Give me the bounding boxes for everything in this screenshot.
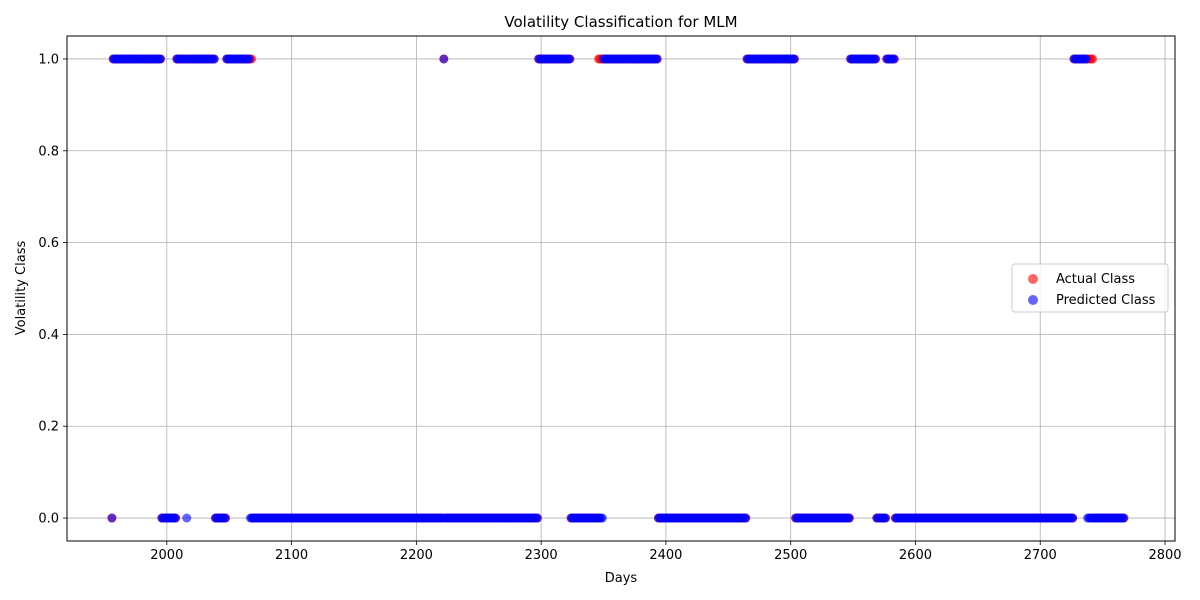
legend-label-predicted: Predicted Class	[1056, 293, 1156, 308]
axis-ticks: 2000 2100 2200 2300 2400 2500 2600 2700 2800 0.0 0…	[38, 52, 1181, 563]
predicted-class-point	[741, 513, 751, 523]
predicted-class-point	[1119, 513, 1129, 523]
x-tick-label: 2400	[649, 548, 682, 563]
y-tick-label: 0.2	[38, 420, 59, 435]
actual-class-point	[1088, 54, 1098, 64]
predicted-class-point	[182, 513, 192, 523]
predicted-class-point	[789, 54, 799, 64]
x-tick-label: 2700	[1024, 548, 1057, 563]
predicted-class-point	[844, 513, 854, 523]
predicted-class-point	[597, 513, 607, 523]
predicted-class-point	[1068, 513, 1078, 523]
y-tick-label: 0.8	[38, 144, 59, 159]
legend: Actual Class Predicted Class	[1011, 263, 1169, 313]
chart-title: Volatility Classification for MLM	[504, 13, 737, 31]
predicted-class-point	[209, 54, 219, 64]
y-tick-label: 1.0	[38, 52, 59, 67]
y-tick-label: 0.6	[38, 236, 59, 251]
predicted-class-point	[652, 54, 662, 64]
x-tick-label: 2200	[400, 548, 433, 563]
x-tick-label: 2500	[774, 548, 807, 563]
x-tick-label: 2300	[525, 548, 558, 563]
series-predicted	[107, 54, 1129, 523]
predicted-class-point	[532, 513, 542, 523]
predicted-class-point	[881, 513, 891, 523]
x-tick-label: 2600	[899, 548, 932, 563]
legend-marker-actual	[1028, 274, 1038, 284]
predicted-class-point	[871, 54, 881, 64]
predicted-class-point	[1081, 54, 1091, 64]
predicted-class-point	[565, 54, 575, 64]
legend-box	[1011, 263, 1169, 313]
data-points	[107, 54, 1129, 523]
legend-marker-predicted	[1028, 295, 1038, 305]
predicted-class-point	[244, 54, 254, 64]
y-tick-label: 0.0	[38, 512, 59, 527]
x-tick-label: 2000	[150, 548, 183, 563]
plot-frame	[66, 35, 1176, 542]
legend-label-actual: Actual Class	[1056, 272, 1135, 287]
predicted-class-point	[171, 513, 181, 523]
predicted-class-point	[220, 513, 230, 523]
y-axis-label: Volatility Class	[14, 241, 29, 336]
predicted-class-point	[156, 54, 166, 64]
predicted-class-point	[439, 54, 449, 64]
x-axis-label: Days	[605, 571, 638, 586]
x-tick-label: 2100	[275, 548, 308, 563]
x-tick-label: 2800	[1148, 548, 1181, 563]
predicted-class-point	[889, 54, 899, 64]
predicted-class-point	[107, 513, 117, 523]
y-tick-label: 0.4	[38, 328, 59, 343]
